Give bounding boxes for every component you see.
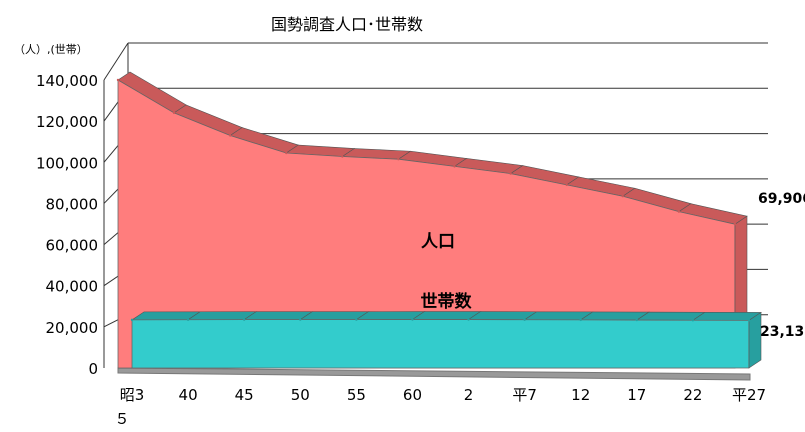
- x-tick-label: 2: [464, 386, 474, 404]
- tick-layer: 0 20,000 40,000 60,000 80,000 100,000 120,000 1…: [36, 72, 766, 428]
- households-end-label: 23,133世帯: [760, 323, 805, 340]
- population-end-label: 69,906人: [758, 190, 805, 207]
- population-point-10: [677, 210, 681, 213]
- y-tick-label: 100,000: [36, 154, 98, 172]
- x-tick-label: 40: [179, 386, 198, 404]
- households-point-0: [130, 318, 134, 322]
- y-tick-label: 60,000: [46, 237, 99, 255]
- floor-slab: [117, 367, 751, 381]
- y-tick-label: 20,000: [46, 319, 99, 337]
- households-point-2: [242, 318, 246, 321]
- households-front-face: [131, 319, 750, 369]
- population-point-7: [509, 172, 512, 175]
- x-tick-label: 昭3: [120, 386, 145, 404]
- households-side-face: [748, 311, 762, 369]
- households-point-11: [747, 319, 751, 322]
- x-tick-label: 55: [347, 386, 366, 404]
- y-tick-label: 80,000: [46, 195, 99, 213]
- y-tick-label: 40,000: [46, 278, 99, 296]
- population-point-6: [453, 165, 456, 168]
- population-series-label: 人口: [421, 232, 455, 252]
- households-point-3: [299, 318, 302, 321]
- population-point-11: [733, 222, 737, 226]
- population-point-3: [285, 151, 288, 155]
- households-point-4: [355, 318, 358, 321]
- floor-layer: [117, 367, 751, 381]
- households-point-9: [635, 318, 639, 322]
- chart-title: 国勢調査人口･世帯数: [271, 15, 423, 34]
- population-point-0: [116, 78, 120, 82]
- x-tick-label: 平7: [512, 386, 537, 404]
- series-layer: [116, 71, 762, 369]
- x-tick-label: 22: [683, 386, 702, 404]
- households-point-5: [411, 318, 414, 321]
- x-tick-label: 平27: [732, 386, 766, 404]
- population-point-9: [621, 195, 625, 198]
- x-tick-label: 60: [403, 386, 422, 404]
- y-tick-label: 120,000: [36, 113, 98, 131]
- y-tick-label: 140,000: [36, 72, 98, 90]
- households-point-10: [691, 319, 695, 322]
- x-tick-label: 45: [235, 386, 254, 404]
- x-tick-label: 12: [571, 386, 590, 404]
- y-axis-unit-label: （人）,(世帯）: [14, 43, 88, 56]
- households-point-8: [579, 318, 582, 322]
- y-tick-label: 0: [88, 360, 98, 378]
- x-tick-label: 50: [291, 386, 310, 404]
- population-point-2: [228, 134, 232, 137]
- households-point-7: [523, 318, 526, 321]
- households-series-label: 世帯数: [421, 291, 473, 312]
- population-point-5: [397, 158, 400, 161]
- x-tick-label-wrap: ５: [114, 410, 129, 428]
- households-point-6: [467, 318, 470, 321]
- households-point-1: [186, 318, 190, 321]
- side-gridline: [103, 42, 129, 81]
- x-tick-label: 17: [627, 386, 646, 404]
- population-point-1: [172, 111, 176, 115]
- population-point-8: [565, 183, 568, 187]
- population-point-4: [341, 155, 344, 158]
